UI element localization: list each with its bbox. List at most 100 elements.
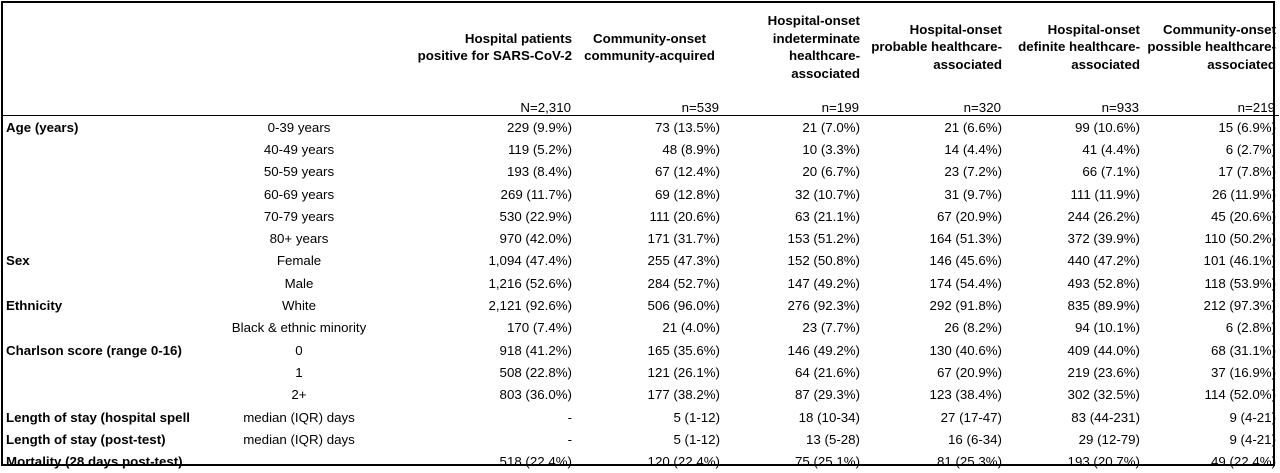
table-row: Charlson score (range 0-16) 0 918 (41.2%) 1… (3, 339, 1279, 361)
table-row: 60-69 years 269 (11.7%) 69 (12.8%) 32 (10.7… (3, 183, 1279, 205)
value-cell: 17 (7.8%) (1218, 164, 1276, 180)
value-cell: 372 (39.9%) (1067, 231, 1140, 247)
n-cell: n=199 (723, 91, 863, 116)
value-cell: 48 (8.9%) (662, 141, 720, 157)
value-cell: 164 (51.3%) (929, 231, 1002, 247)
value-cell: 31 (9.7%) (944, 186, 1002, 202)
value-cell: 20 (6.7%) (802, 164, 860, 180)
value-cell: 918 (41.2%) (499, 342, 572, 358)
table-row: Sex Female 1,094 (47.4%) 255 (47.3%) 152 (50… (3, 250, 1279, 272)
value-cell: 244 (26.2%) (1067, 208, 1140, 224)
value-cell: 63 (21.1%) (794, 208, 860, 224)
value-cell: 119 (5.2%) (507, 141, 572, 157)
value-cell: 99 (10.6%) (1074, 119, 1140, 135)
table-row: Male 1,216 (52.6%) 284 (52.7%) 147 (49.2%) 1… (3, 272, 1279, 294)
value-cell: 27 (17-47) (940, 409, 1002, 425)
value-cell: 29 (12-79) (1078, 431, 1140, 447)
value-cell: 101 (46.1%) (1203, 253, 1276, 269)
row-category-label: 80+ years (269, 231, 329, 247)
value-cell: 2,121 (92.6%) (488, 298, 572, 314)
value-cell: 970 (42.0%) (499, 231, 572, 247)
value-cell: 302 (32.5%) (1067, 387, 1140, 403)
row-category-label: 1 (295, 364, 303, 380)
row-category-label: 0-39 years (267, 119, 331, 135)
value-cell: 75 (25.1%) (794, 454, 860, 470)
value-cell: 165 (35.6%) (647, 342, 720, 358)
value-cell: 1,216 (52.6%) (488, 275, 572, 291)
table-row: Black & ethnic minority 170 (7.4%) 21 (4.0… (3, 317, 1279, 339)
value-cell: 67 (20.9%) (936, 364, 1002, 380)
value-cell: 120 (22.4%) (647, 454, 720, 470)
n-cell: n=539 (575, 91, 723, 116)
value-cell: 64 (21.6%) (794, 364, 860, 380)
value-cell: 292 (91.8%) (929, 298, 1002, 314)
value-cell: 5 (1-12) (673, 431, 720, 447)
value-cell: 146 (49.2%) (787, 342, 860, 358)
row-category-label: 60-69 years (263, 186, 335, 202)
value-cell: 508 (22.8%) (499, 364, 572, 380)
value-cell: 23 (7.2%) (944, 164, 1002, 180)
value-cell: 14 (4.4%) (944, 141, 1002, 157)
table-row: 1 508 (22.8%) 121 (26.1%) 64 (21.6%) 67 (20.… (3, 361, 1279, 383)
value-cell: 170 (7.4%) (506, 320, 572, 336)
row-category-label: 50-59 years (263, 164, 335, 180)
value-cell: 530 (22.9%) (499, 208, 572, 224)
value-cell: 219 (23.6%) (1067, 364, 1140, 380)
header-community-acquired: Community-onset community-acquired (584, 30, 715, 64)
value-cell: 177 (38.2%) (647, 387, 720, 403)
value-cell: 23 (7.7%) (802, 320, 860, 336)
value-cell: 440 (47.2%) (1067, 253, 1140, 269)
value-cell: 193 (20.7%) (1067, 454, 1140, 470)
row-group-label: Age (years) (6, 119, 79, 135)
value-cell: 130 (40.6%) (929, 342, 1002, 358)
value-cell: 67 (20.9%) (936, 208, 1002, 224)
value-cell: 171 (31.7%) (647, 231, 720, 247)
row-group-label (3, 384, 189, 406)
n-cell: N=2,310 (409, 91, 575, 116)
row-category-label: 0 (295, 342, 303, 358)
value-cell: 518 (22.4%) (499, 454, 572, 470)
value-cell: 83 (44-231) (1071, 409, 1140, 425)
value-cell: 6 (2.8%) (1225, 320, 1276, 336)
value-cell: 9 (4-21) (1229, 409, 1276, 425)
row-group-label: Sex (6, 253, 30, 269)
row-group-label: Ethnicity (6, 298, 63, 314)
value-cell: 68 (31.1%) (1210, 342, 1276, 358)
row-category-label: Male (284, 275, 314, 291)
value-cell: 493 (52.8%) (1067, 275, 1140, 291)
header-definite: Hospital-onset definite healthcare-assoc… (1018, 21, 1140, 72)
table-row: Length of stay (hospital spell) median (I… (3, 406, 1279, 428)
value-cell: 6 (2.7%) (1225, 141, 1276, 157)
value-cell: 114 (52.0%) (1204, 387, 1276, 403)
value-cell: 15 (6.9%) (1218, 119, 1276, 135)
value-cell: 18 (10-34) (798, 409, 860, 425)
header-indeterminate: Hospital-onset indeterminate healthcare-… (767, 13, 860, 81)
row-group-label (3, 317, 189, 339)
row-category-label: median (IQR) days (243, 431, 355, 447)
value-cell: 73 (13.5%) (654, 119, 720, 135)
value-cell: 21 (7.0%) (802, 119, 860, 135)
table-row: Ethnicity White 2,121 (92.6%) 506 (96.0%) 27… (3, 294, 1279, 316)
table-row: 40-49 years 119 (5.2%) 48 (8.9%) 10 (3.3%) 1… (3, 138, 1279, 160)
value-cell: 45 (20.6%) (1210, 208, 1276, 224)
header-row: Hospital patients positive for SARS-CoV-… (3, 3, 1279, 91)
header-probable: Hospital-onset probable healthcare-assoc… (871, 21, 1002, 72)
row-group-label (3, 161, 189, 183)
value-cell: 284 (52.7%) (647, 275, 720, 291)
value-cell: 5 (1-12) (673, 409, 720, 425)
value-cell: 9 (4-21) (1229, 431, 1276, 447)
value-cell: 32 (10.7%) (794, 186, 860, 202)
value-cell: 66 (7.1%) (1082, 164, 1140, 180)
header-all-patients: Hospital patients positive for SARS-CoV-… (417, 30, 572, 64)
header-possible: Community-onset possible healthcare-asso… (1147, 21, 1276, 72)
row-group-label (3, 183, 189, 205)
value-cell: 153 (51.2%) (787, 231, 860, 247)
table-row: Mortality (28 days post-test) 518 (22.4%)… (3, 450, 1279, 472)
value-cell: 212 (97.3%) (1203, 298, 1276, 314)
header-cell-empty (189, 3, 409, 91)
sample-size-row: N=2,310 n=539 n=199 n=320 n=933 n=219 (3, 91, 1279, 116)
row-group-label (3, 227, 189, 249)
value-cell: 1,094 (47.4%) (488, 253, 572, 269)
value-cell: 26 (11.9%) (1211, 186, 1276, 202)
